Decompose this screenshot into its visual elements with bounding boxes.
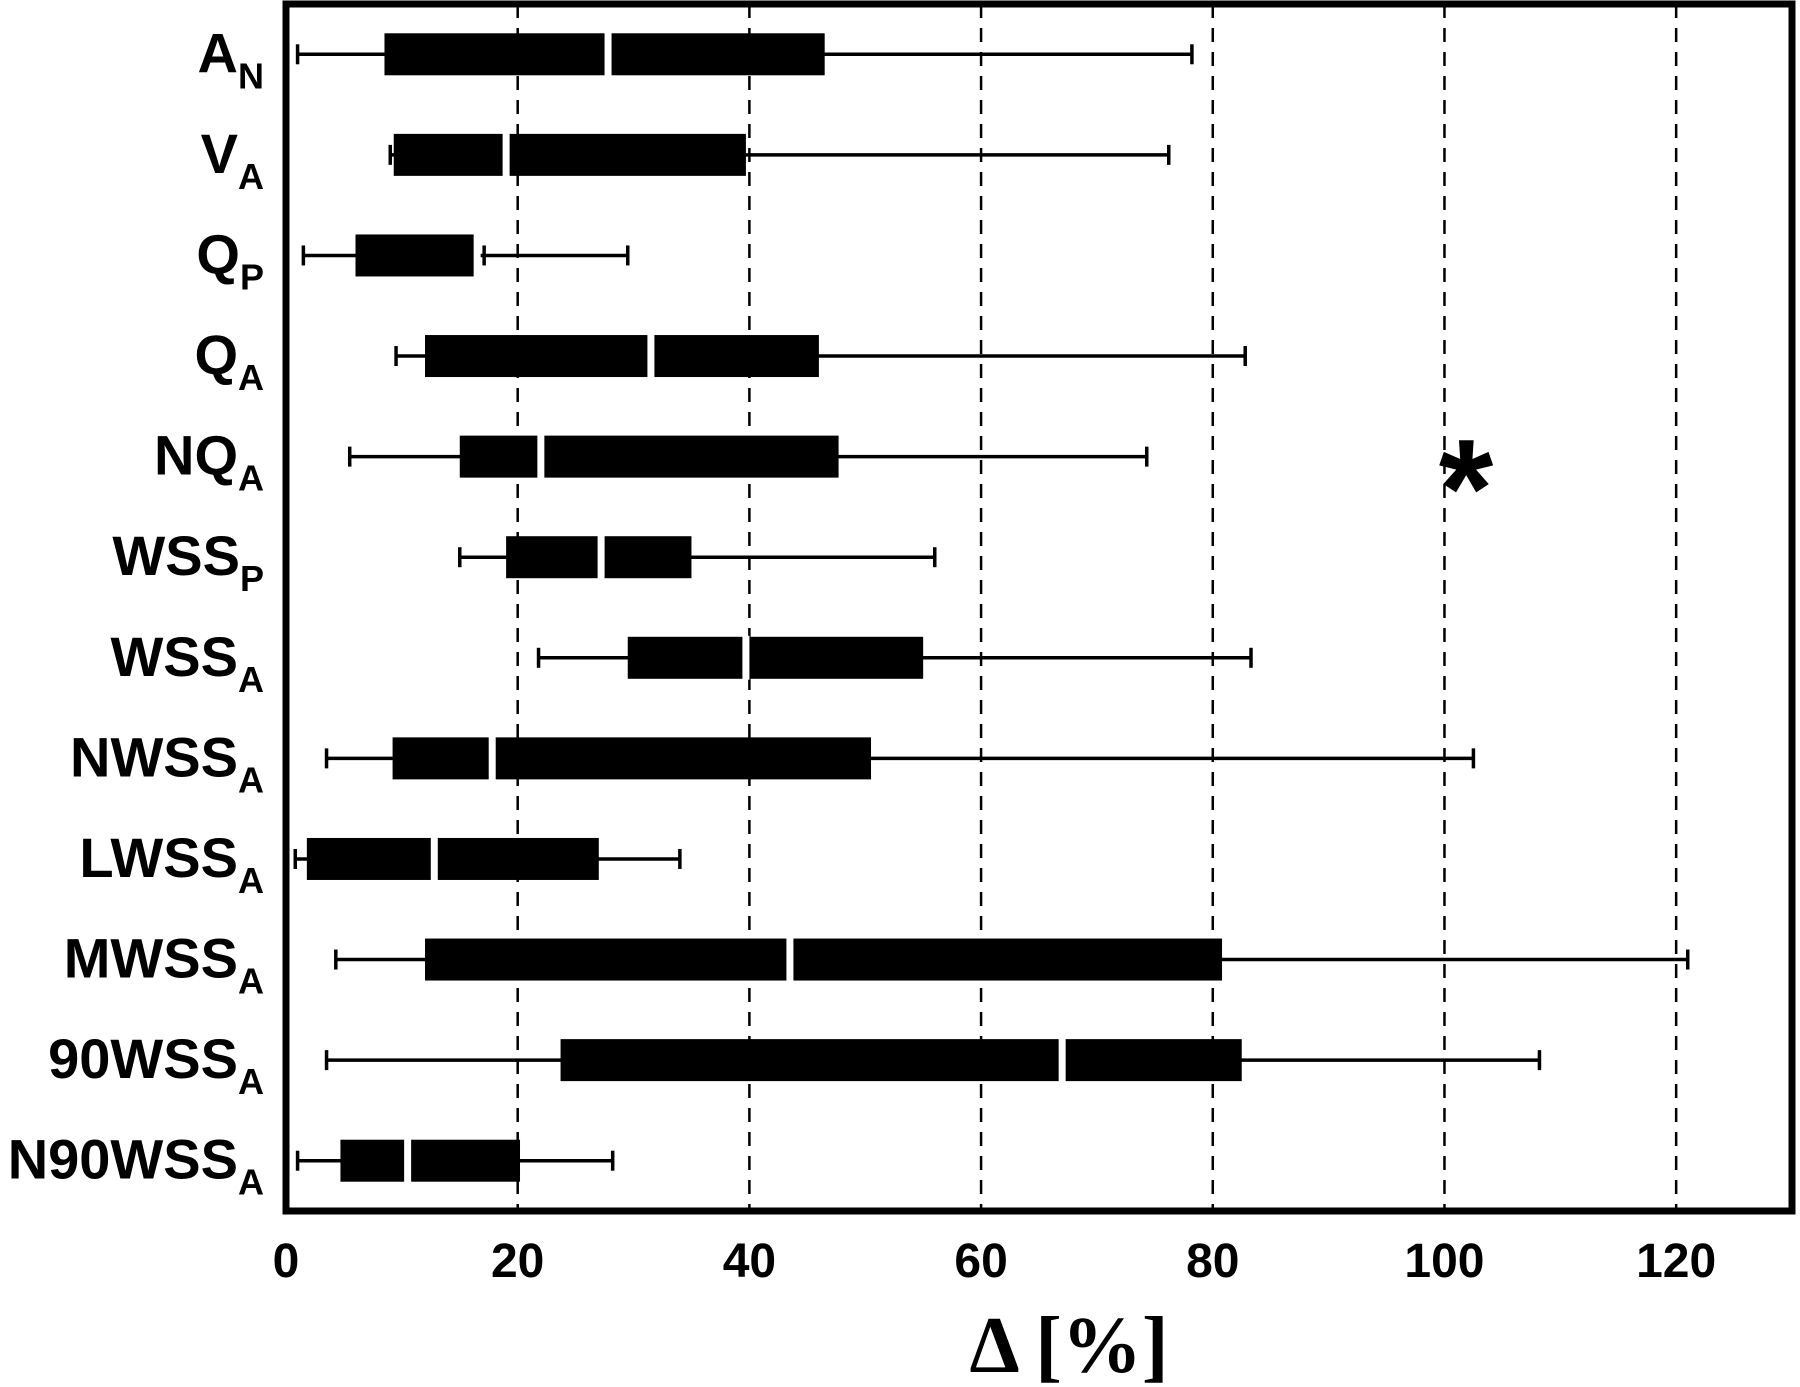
iqr-box: [459, 435, 839, 478]
category-label-subscript: A: [238, 961, 264, 1002]
category-label-base: NWSS: [70, 725, 238, 788]
x-tick-label: 0: [273, 1235, 300, 1288]
x-tick-label: 60: [954, 1235, 1007, 1288]
iqr-box: [425, 938, 1223, 981]
box-MWSSA: [334, 937, 1690, 982]
category-labels: ANVAQPQANQAWSSPWSSANWSSALWSSAMWSSA90WSSA…: [8, 21, 264, 1202]
box-QA: [394, 334, 1247, 379]
category-label-WSSP: WSSP: [112, 524, 264, 599]
category-label-NWSSA: NWSSA: [70, 725, 264, 800]
box-VA: [388, 132, 1171, 177]
x-tick-label: 80: [1186, 1235, 1239, 1288]
category-label-subscript: A: [238, 357, 264, 398]
category-label-subscript: N: [238, 55, 264, 96]
box-QP: [301, 233, 630, 278]
category-label-WSSA: WSSA: [110, 625, 264, 700]
category-label-subscript: A: [238, 156, 264, 197]
category-label-subscript: A: [238, 860, 264, 901]
x-tick-label: 20: [491, 1235, 544, 1288]
box-WSSA: [536, 635, 1253, 680]
category-label-base: Q: [194, 323, 238, 386]
category-label-AN: AN: [198, 21, 264, 96]
plot-frame: [282, 0, 1796, 1215]
category-label-subscript: P: [240, 256, 264, 297]
category-label-subscript: A: [238, 759, 264, 800]
category-label-base: LWSS: [79, 826, 238, 889]
category-label-base: N90WSS: [8, 1128, 238, 1191]
box-NWSSA: [324, 736, 1476, 781]
box-series: [293, 32, 1690, 1183]
box-WSSP: [458, 535, 937, 580]
category-label-NQA: NQA: [154, 424, 264, 499]
category-label-base: V: [201, 122, 238, 185]
category-label-subscript: A: [238, 1162, 264, 1203]
x-tick-label: 40: [723, 1235, 776, 1288]
iqr-box: [393, 133, 746, 176]
x-tick-label: 120: [1636, 1235, 1716, 1288]
category-label-base: Q: [196, 222, 240, 285]
box-AN: [295, 32, 1194, 77]
category-label-base: 90WSS: [48, 1027, 238, 1090]
iqr-box: [340, 1139, 521, 1182]
iqr-box: [306, 837, 599, 880]
iqr-box: [425, 335, 819, 378]
x-axis-label: Δ [%]: [969, 1302, 1168, 1387]
category-label-base: A: [198, 21, 238, 84]
category-label-subscript: P: [240, 558, 264, 599]
grid-lines: [516, 4, 1678, 1211]
box-NQA: [347, 434, 1149, 479]
category-label-VA: VA: [201, 122, 264, 197]
category-label-base: NQ: [154, 424, 238, 487]
category-label-N90WSSA: N90WSSA: [8, 1128, 264, 1203]
category-label-subscript: A: [238, 659, 264, 700]
iqr-box: [392, 737, 872, 780]
iqr-box: [355, 234, 478, 277]
category-label-90WSSA: 90WSSA: [48, 1027, 264, 1102]
category-label-subscript: A: [238, 1061, 264, 1102]
category-label-base: WSS: [112, 524, 240, 587]
category-label-subscript: A: [238, 458, 264, 499]
x-tick-labels: 0 20 40 60 80 100 120: [273, 1235, 1717, 1288]
iqr-box: [627, 636, 924, 679]
category-label-QP: QP: [196, 222, 264, 297]
category-label-base: MWSS: [64, 927, 238, 990]
box-LWSSA: [293, 836, 682, 881]
category-label-QA: QA: [194, 323, 264, 398]
category-label-MWSSA: MWSSA: [64, 927, 264, 1002]
box-N90WSSA: [295, 1138, 615, 1183]
category-label-base: WSS: [110, 625, 238, 688]
iqr-box: [560, 1039, 1242, 1082]
category-label-LWSSA: LWSSA: [79, 826, 264, 901]
x-tick-label: 100: [1404, 1235, 1484, 1288]
box-90WSSA: [324, 1038, 1542, 1083]
significance-asterisk: *: [1439, 410, 1494, 567]
